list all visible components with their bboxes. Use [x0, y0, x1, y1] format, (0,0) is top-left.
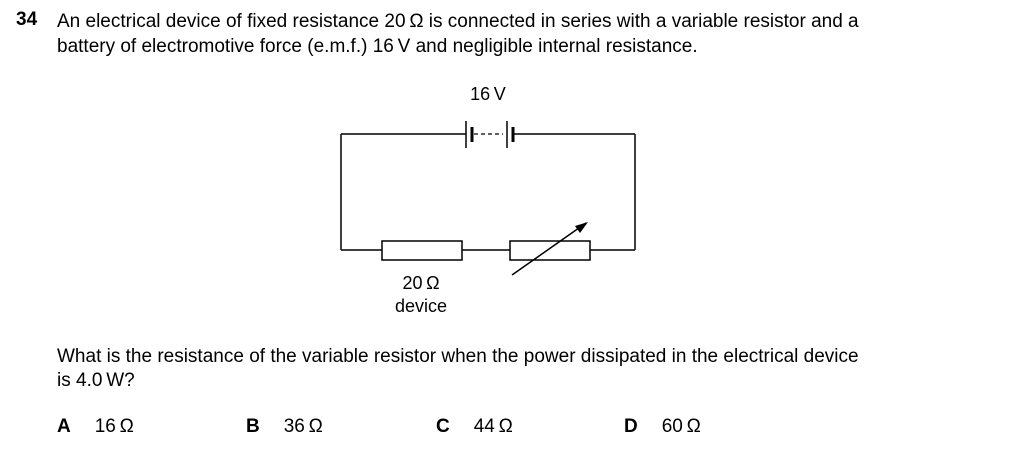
option-a[interactable]: A 16 Ω — [57, 416, 134, 438]
device-resistance-label: 20 Ω — [402, 273, 439, 293]
question-stem: An electrical device of fixed resistance… — [57, 9, 1007, 59]
stem-line-1: An electrical device of fixed resistance… — [57, 11, 859, 32]
battery-label: 16 V — [470, 84, 506, 104]
arrow-head-icon — [575, 222, 588, 233]
variable-resistor — [509, 240, 591, 261]
question-number: 34 — [16, 9, 38, 30]
option-c-letter: C — [436, 416, 450, 437]
stem-line-2: battery of electromotive force (e.m.f.) … — [57, 36, 698, 57]
option-c-value: 44 Ω — [473, 416, 513, 437]
option-c[interactable]: C 44 Ω — [436, 416, 513, 438]
option-b-letter: B — [246, 416, 260, 437]
device-label: device — [395, 296, 447, 316]
prompt-line-1: What is the resistance of the variable r… — [57, 346, 859, 367]
option-b[interactable]: B 36 Ω — [246, 416, 323, 438]
option-b-value: 36 Ω — [283, 416, 323, 437]
battery-symbol — [465, 121, 515, 148]
prompt-line-2: is 4.0 W? — [57, 370, 135, 391]
option-d[interactable]: D 60 Ω — [624, 416, 701, 438]
option-a-value: 16 Ω — [94, 416, 134, 437]
option-d-value: 60 Ω — [661, 416, 701, 437]
variable-resistor-arrow — [511, 222, 587, 276]
question-prompt: What is the resistance of the variable r… — [57, 345, 1007, 393]
device-resistor — [381, 240, 463, 261]
option-a-letter: A — [57, 416, 71, 437]
option-d-letter: D — [624, 416, 638, 437]
